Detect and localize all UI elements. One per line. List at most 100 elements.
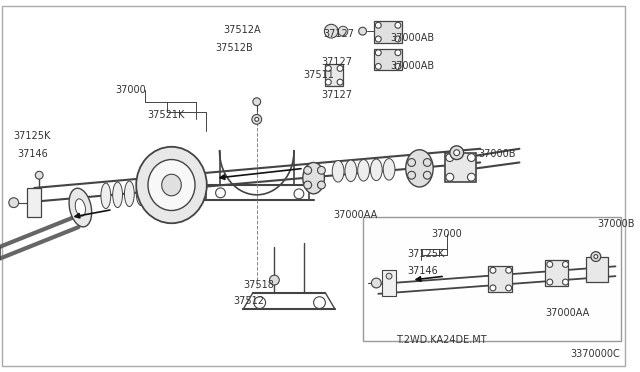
Circle shape [337,79,343,85]
Ellipse shape [358,160,369,181]
Circle shape [424,158,431,166]
Ellipse shape [383,158,395,180]
Text: 37000AA: 37000AA [545,308,589,318]
Text: 37521K: 37521K [147,110,184,119]
Text: 37125K: 37125K [13,131,51,141]
Bar [325,64,343,86]
Text: T.2WD.KA24DE.MT: T.2WD.KA24DE.MT [396,335,486,345]
Circle shape [395,50,401,56]
Ellipse shape [136,147,207,223]
Ellipse shape [332,161,344,182]
Ellipse shape [113,182,122,208]
Circle shape [490,285,496,291]
Circle shape [338,26,348,36]
Circle shape [325,79,332,85]
Bar [545,260,568,286]
Ellipse shape [303,163,324,194]
Bar [28,188,41,217]
Circle shape [314,297,325,308]
Circle shape [358,27,367,35]
Circle shape [252,115,262,124]
Text: 37512A: 37512A [223,25,261,35]
Text: 37125K: 37125K [408,249,445,259]
Circle shape [35,171,43,179]
Ellipse shape [148,179,158,205]
Text: 37000B: 37000B [598,219,636,229]
Circle shape [467,173,476,181]
Ellipse shape [124,181,134,206]
Circle shape [467,154,476,161]
Ellipse shape [345,160,356,182]
Circle shape [506,267,511,273]
Bar [374,49,402,70]
Circle shape [317,181,325,189]
Circle shape [337,65,343,71]
Circle shape [591,252,601,262]
Ellipse shape [148,160,195,211]
Text: 37511: 37511 [304,70,335,80]
Circle shape [446,154,454,161]
Bar [586,257,607,282]
Circle shape [454,150,460,155]
Text: 37000AA: 37000AA [333,209,378,219]
Circle shape [375,64,381,70]
Ellipse shape [69,188,92,227]
Circle shape [317,166,325,174]
Circle shape [446,173,454,181]
Text: 37518: 37518 [243,280,274,290]
Circle shape [506,285,511,291]
Text: 3370000C: 3370000C [570,349,620,359]
Text: 37512: 37512 [233,296,264,306]
Circle shape [395,22,401,28]
Text: 37000AB: 37000AB [390,61,434,71]
Circle shape [325,65,332,71]
Circle shape [547,279,553,285]
Ellipse shape [76,199,86,216]
Ellipse shape [162,174,181,196]
Circle shape [395,36,401,42]
Circle shape [9,198,19,208]
Circle shape [563,279,568,285]
Circle shape [324,24,338,38]
Circle shape [408,171,415,179]
Circle shape [594,254,598,259]
Circle shape [424,171,431,179]
Circle shape [216,188,225,198]
Circle shape [254,297,266,308]
Bar [382,270,396,296]
Text: 37127: 37127 [323,29,355,39]
Circle shape [375,36,381,42]
Circle shape [294,189,304,199]
Circle shape [408,158,415,166]
Circle shape [304,166,312,174]
Circle shape [253,98,260,106]
Circle shape [563,262,568,267]
Circle shape [269,275,279,285]
Circle shape [375,50,381,56]
Circle shape [255,118,259,121]
Circle shape [490,267,496,273]
Circle shape [547,262,553,267]
Text: 37512B: 37512B [216,43,253,53]
Circle shape [304,181,312,189]
Text: 37146: 37146 [408,266,438,276]
Text: 37000B: 37000B [478,149,516,159]
Ellipse shape [101,183,111,209]
Ellipse shape [406,150,433,187]
Bar [363,217,621,341]
Bar [488,266,511,292]
Circle shape [371,278,381,288]
Ellipse shape [371,159,382,181]
Bar [374,21,402,43]
Text: 37146: 37146 [18,149,49,159]
Circle shape [450,146,463,160]
Text: 37127: 37127 [321,90,353,100]
Circle shape [395,64,401,70]
Bar [445,153,476,182]
Text: 37000AB: 37000AB [390,33,434,43]
Text: 37000: 37000 [116,85,147,95]
Text: 37000: 37000 [431,229,462,239]
Text: 37127: 37127 [321,57,353,67]
Ellipse shape [160,178,170,203]
Circle shape [386,273,392,279]
